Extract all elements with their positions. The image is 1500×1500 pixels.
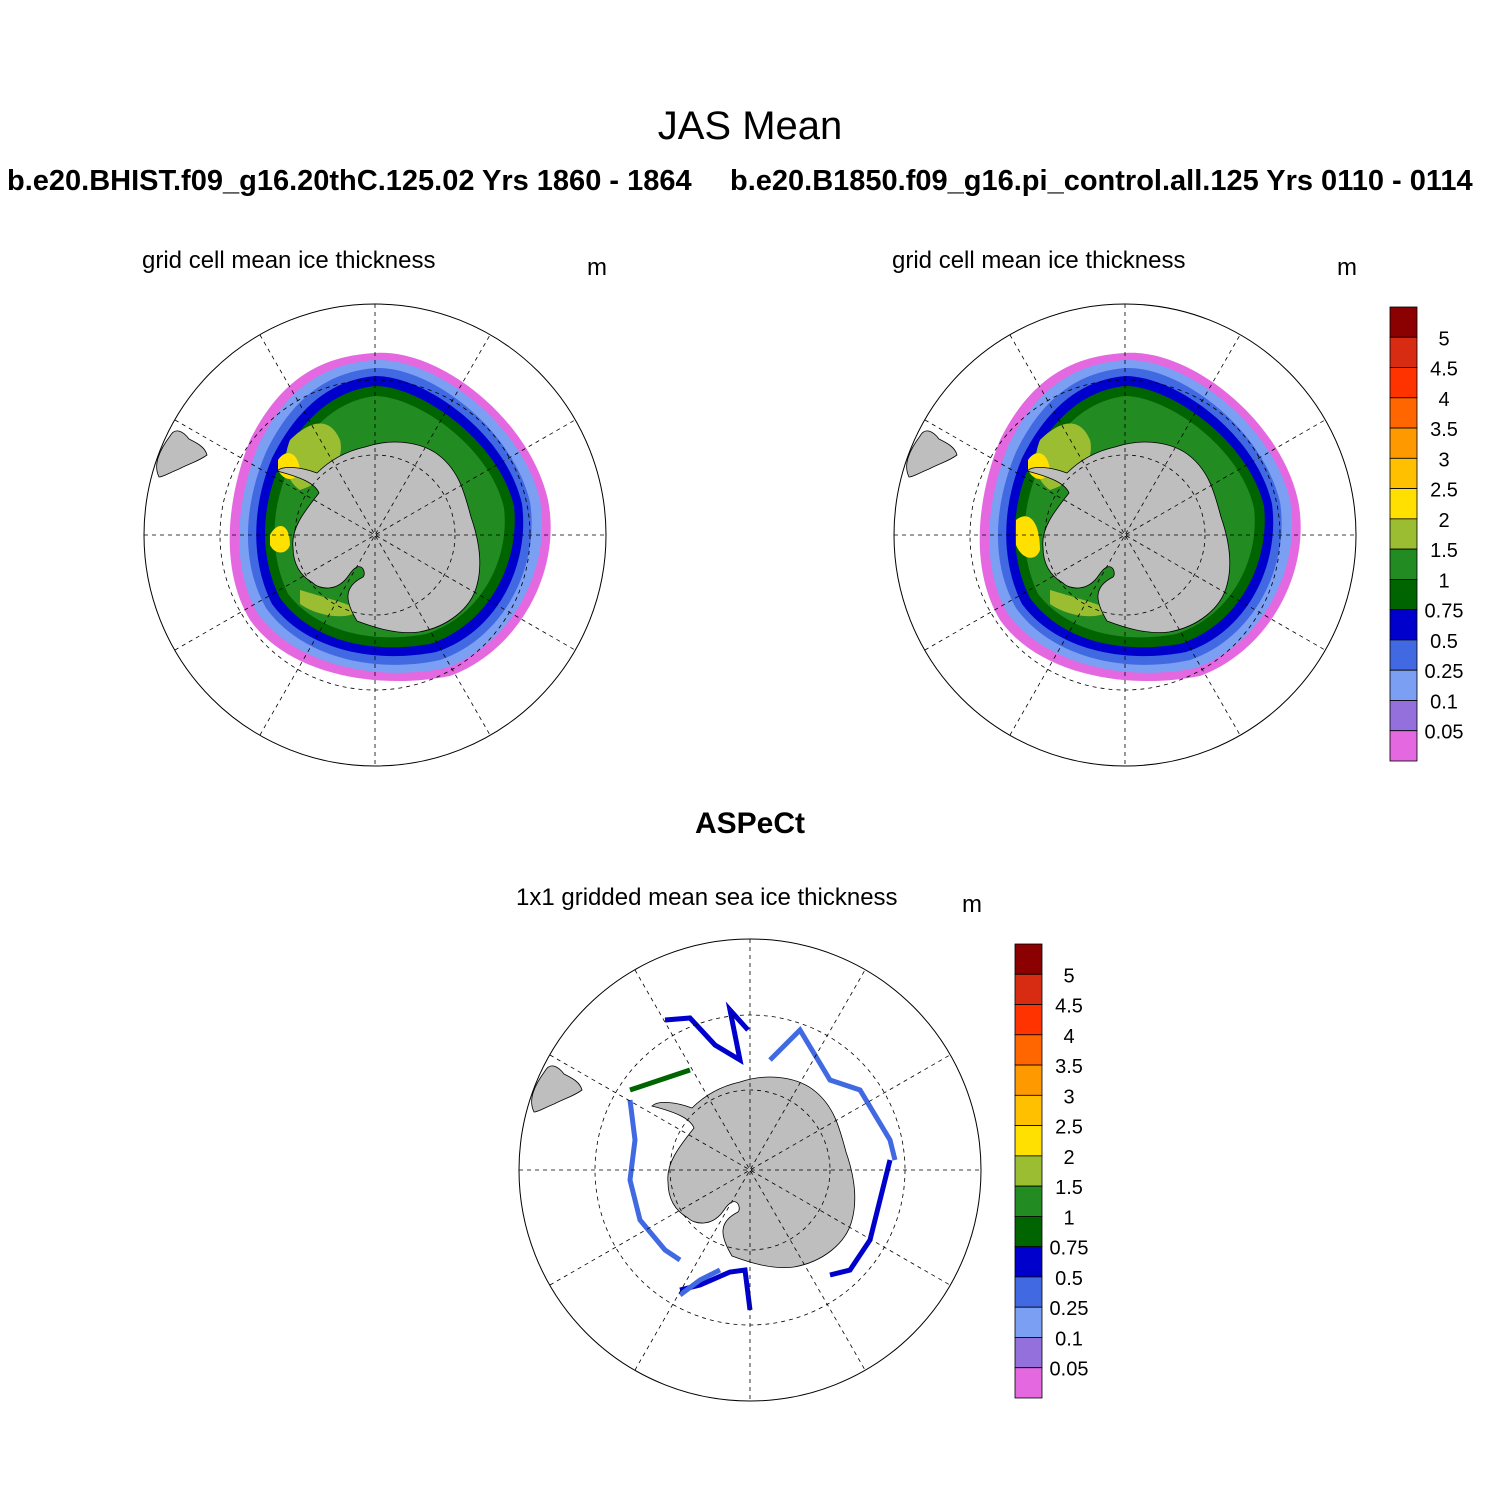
colorbar-swatch [1014,1125,1043,1157]
obs-title: ASPeCt [694,807,806,840]
colorbar-label: 0.05 [1425,722,1464,744]
colorbar-swatch [1014,943,1043,975]
colorbar-swatch [1389,639,1418,671]
colorbar-label: 0.25 [1050,1298,1089,1320]
colorbar-label: 4.5 [1430,359,1458,381]
colorbar-label: 2 [1438,510,1449,532]
colorbar-swatch [1014,1185,1043,1217]
panel1-title: grid cell mean ice thickness [142,247,436,274]
colorbar-label: 1.5 [1430,540,1458,562]
colorbar-swatch [1014,973,1043,1005]
colorbar-swatch [1389,336,1418,368]
colorbar-label: 0.75 [1425,601,1464,623]
colorbar-top: 5 4.5 4 3.5 3 2.5 2 1.5 1 0.75 0.5 0.25 0.1 0.05 [1389,306,1464,762]
colorbar-swatch [1389,579,1418,611]
colorbar-swatch [1014,1004,1043,1036]
colorbar-label: 0.5 [1055,1268,1083,1290]
colorbar-label: 2 [1063,1147,1074,1169]
colorbar-label: 0.05 [1050,1359,1089,1381]
colorbar-label: 1 [1063,1207,1074,1229]
colorbar-swatch [1389,457,1418,490]
colorbar-swatch [1389,306,1418,338]
colorbar-label: 3.5 [1055,1056,1083,1078]
graticule [894,304,1356,766]
colorbar-swatch [1014,1094,1043,1127]
case-title-control: b.e20.B1850.f09_g16.pi_control.all.125 Y… [730,165,1473,197]
colorbar-label: 4.5 [1055,996,1083,1018]
map-boundary [143,303,607,767]
colorbar-swatch [1389,730,1418,762]
obs-panel-units: m [962,891,982,918]
panel2-title: grid cell mean ice thickness [892,247,1186,274]
colorbar-swatch [1389,548,1418,580]
colorbar-bottom: 5 4.5 4 3.5 3 2.5 2 1.5 1 0.75 0.5 0.25 0.1 0.05 [1014,943,1089,1399]
colorbar-swatch [1014,1337,1043,1369]
colorbar-label: 4 [1438,389,1449,411]
colorbar-label: 4 [1063,1026,1074,1048]
colorbar-swatch [1014,1246,1043,1278]
colorbar-label: 0.25 [1425,661,1464,683]
map-boundary [893,303,1357,767]
colorbar-swatch [1389,518,1418,550]
ship-track-observations [627,1001,898,1311]
colorbar-label: 0.1 [1430,691,1458,713]
colorbar-label: 2.5 [1430,480,1458,502]
colorbar-swatch [1389,609,1418,641]
colorbar-label: 3 [1063,1086,1074,1108]
colorbar-label: 1 [1438,570,1449,592]
map-panel-historical [143,303,607,767]
colorbar-swatch [1014,1276,1043,1308]
map-panel-control [893,303,1357,767]
colorbar-label: 3 [1438,449,1449,471]
colorbar-swatch [1014,1064,1043,1096]
colorbar-swatch [1389,488,1418,520]
ice-contour-2.5 [270,453,300,553]
colorbar-swatch [1014,1306,1043,1338]
colorbar-label: 2.5 [1055,1117,1083,1139]
colorbar-swatch [1389,397,1418,429]
graticule [144,304,606,766]
colorbar-swatch [1389,367,1418,399]
colorbar-swatch [1014,1034,1043,1066]
panel1-units: m [587,254,607,281]
colorbar-label: 5 [1438,328,1449,350]
colorbar-swatch [1014,1367,1043,1399]
colorbar-swatch [1389,669,1418,701]
colorbar-label: 0.5 [1430,631,1458,653]
colorbar-label: 3.5 [1430,419,1458,441]
colorbar-swatch [1389,700,1418,732]
case-title-historical: b.e20.BHIST.f09_g16.20thC.125.02 Yrs 186… [7,165,692,197]
ice-contour-2.5 [1016,453,1050,558]
colorbar-label: 5 [1063,965,1074,987]
colorbar-swatch [1014,1155,1043,1187]
colorbar-label: 0.1 [1055,1328,1083,1350]
colorbar-swatch [1389,427,1418,459]
colorbar-label: 0.75 [1050,1238,1089,1260]
obs-panel-title: 1x1 gridded mean sea ice thickness [516,884,898,911]
map-boundary [518,938,982,1402]
graticule [519,939,981,1401]
colorbar-label: 1.5 [1055,1177,1083,1199]
main-title: JAS Mean [657,104,843,148]
colorbar-swatch [1014,1216,1043,1248]
panel2-units: m [1337,254,1357,281]
map-panel-aspect [518,938,982,1402]
